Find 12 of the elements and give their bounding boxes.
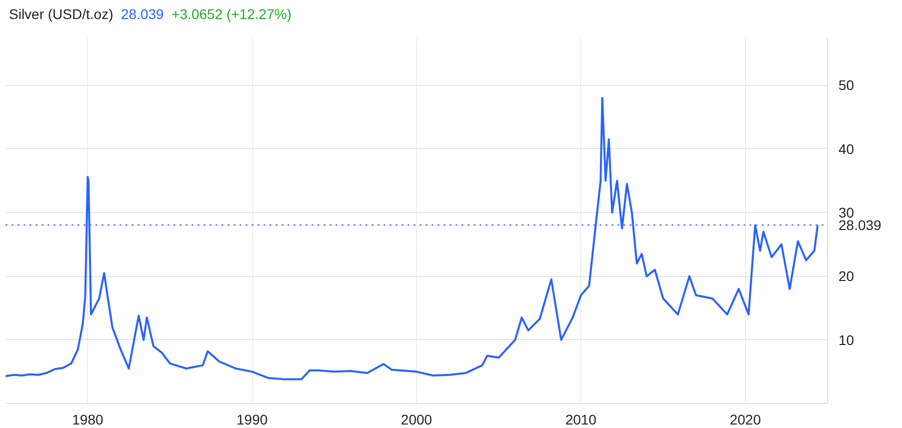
x-tick-label: 2020 (730, 412, 762, 428)
text: +3.0652 (+12.27%) (172, 6, 292, 22)
chart-title: Silver (USD/t.oz) (9, 6, 114, 22)
text: 28.039 (121, 6, 164, 22)
x-tick-label: 1980 (72, 412, 104, 428)
x-tick-label: 1990 (236, 412, 268, 428)
y-tick-label: 40 (838, 140, 854, 157)
y-tick-label: 50 (838, 77, 854, 94)
x-tick-label: 2000 (400, 412, 432, 428)
y-tick-label: 20 (838, 268, 854, 284)
y-tick-label: 10 (838, 332, 854, 348)
x-tick-label: 2010 (565, 412, 597, 428)
